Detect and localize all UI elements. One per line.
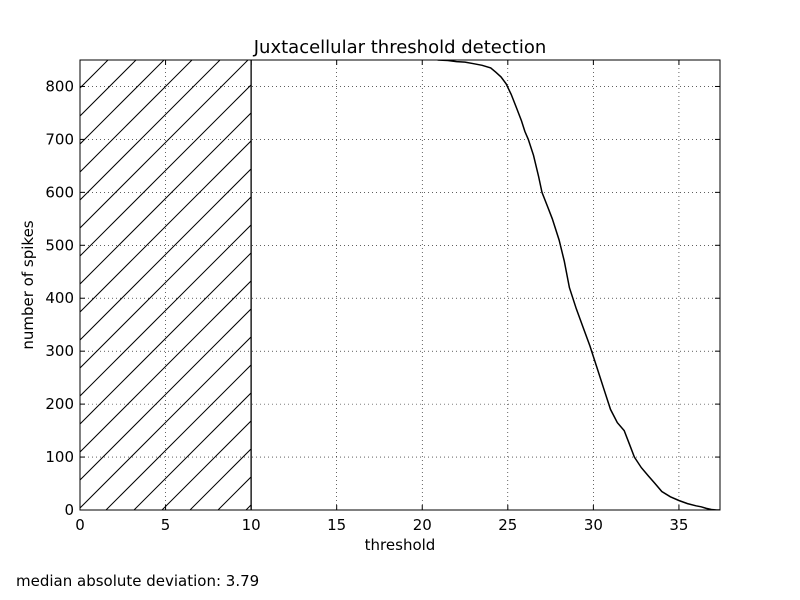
- hatch-line: [80, 60, 249, 229]
- hatch-line: [274, 60, 724, 510]
- hatch-line: [80, 280, 252, 453]
- x-tick-label: 0: [75, 516, 85, 534]
- hatch-line: [80, 336, 252, 509]
- excluded-region-hatch: [80, 60, 724, 510]
- hatch-line: [189, 448, 252, 510]
- hatch-line: [80, 196, 252, 369]
- hatch-line: [161, 420, 252, 510]
- x-tick-label: 25: [498, 516, 517, 534]
- hatch-line: [105, 364, 252, 510]
- hatch-line: [80, 60, 193, 173]
- y-tick-label: 100: [45, 448, 74, 466]
- hatch-line: [80, 84, 252, 257]
- hatch-line: [80, 308, 252, 481]
- y-tick-label: 300: [45, 342, 74, 360]
- grid: [80, 60, 720, 510]
- x-tick-label: 30: [584, 516, 603, 534]
- axis-ticks: 0 5 10 15 20 25 30 35 0 100 200 300 400 500 600 700 800: [45, 60, 720, 534]
- y-tick-label: 600: [45, 183, 74, 201]
- chart-title: Juxtacellular threshold detection: [253, 37, 547, 58]
- hatch-line: [80, 252, 252, 425]
- hatch-line: [80, 60, 109, 89]
- median-absolute-deviation-text: median absolute deviation: 3.79: [16, 572, 260, 590]
- hatch-line: [80, 60, 221, 201]
- y-axis-label: number of spikes: [19, 220, 37, 349]
- x-tick-label: 20: [413, 516, 432, 534]
- y-tick-label: 500: [45, 236, 74, 254]
- series-layer: [437, 60, 720, 510]
- plot-frame: [79, 59, 721, 511]
- x-tick-label: 5: [161, 516, 171, 534]
- hatch-line: [80, 140, 252, 313]
- hatch-line: [80, 168, 252, 341]
- y-tick-label: 700: [45, 130, 74, 148]
- hatch-line: [80, 112, 252, 285]
- x-axis-label: threshold: [365, 536, 436, 554]
- y-tick-label: 800: [45, 77, 74, 95]
- x-tick-label: 10: [242, 516, 261, 534]
- spike-count-line: [437, 60, 720, 510]
- hatch-lines: [80, 60, 724, 510]
- hatch-line: [133, 392, 252, 510]
- x-tick-label: 35: [669, 516, 688, 534]
- hatch-line: [80, 60, 165, 145]
- hatch-line: [80, 224, 252, 397]
- hatch-line: [217, 476, 252, 510]
- x-tick-label: 15: [327, 516, 346, 534]
- y-tick-label: 400: [45, 289, 74, 307]
- y-tick-label: 200: [45, 395, 74, 413]
- hatch-line: [80, 60, 81, 61]
- y-tick-label: 0: [64, 501, 74, 519]
